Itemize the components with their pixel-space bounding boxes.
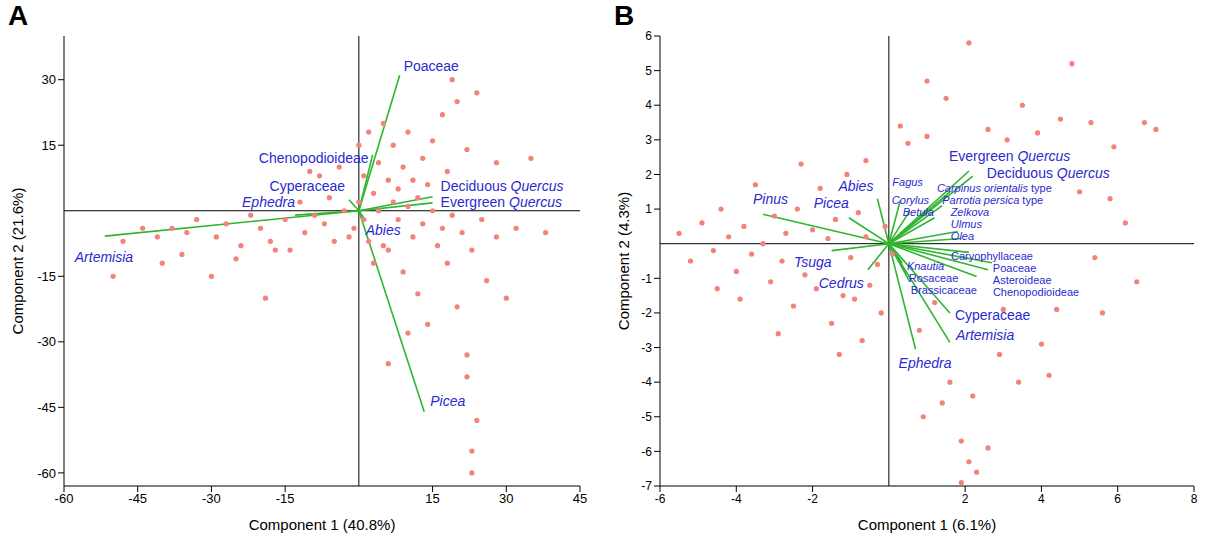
- svg-text:Tsuga: Tsuga: [794, 254, 832, 270]
- svg-text:-45: -45: [37, 400, 56, 415]
- svg-text:-2: -2: [807, 492, 818, 506]
- svg-text:Chenopodioideae: Chenopodioideae: [259, 150, 369, 166]
- svg-text:Fagus: Fagus: [892, 176, 923, 188]
- svg-text:Picea: Picea: [814, 195, 849, 211]
- svg-text:Ulmus: Ulmus: [951, 218, 983, 230]
- svg-text:Poaceae: Poaceae: [993, 262, 1036, 274]
- svg-text:Parrotia persica type: Parrotia persica type: [942, 194, 1043, 206]
- html-text:B: B: [614, 0, 635, 31]
- svg-text:8: 8: [1191, 492, 1198, 506]
- svg-text:Abies: Abies: [365, 222, 401, 238]
- html-text:A: A: [8, 0, 29, 31]
- svg-text:-5: -5: [641, 410, 652, 424]
- svg-text:Evergreen Quercus: Evergreen Quercus: [949, 148, 1070, 164]
- svg-text:-45: -45: [128, 491, 147, 506]
- svg-text:Artemisia: Artemisia: [74, 249, 134, 265]
- svg-text:Picea: Picea: [430, 393, 465, 409]
- svg-text:Ephedra: Ephedra: [242, 194, 295, 210]
- svg-text:Cedrus: Cedrus: [819, 275, 864, 291]
- svg-text:Asteroideae: Asteroideae: [993, 274, 1052, 286]
- svg-text:3: 3: [645, 133, 652, 147]
- svg-text:Caryophyllaceae: Caryophyllaceae: [951, 250, 1033, 262]
- svg-text:6: 6: [1114, 492, 1121, 506]
- svg-text:2: 2: [962, 492, 969, 506]
- svg-text:-30: -30: [202, 491, 221, 506]
- svg-text:Component 1 (6.1%): Component 1 (6.1%): [858, 516, 996, 533]
- svg-text:-4: -4: [641, 375, 652, 389]
- svg-text:Chenopodioideae: Chenopodioideae: [993, 286, 1079, 298]
- svg-text:-4: -4: [731, 492, 742, 506]
- svg-text:30: 30: [499, 491, 513, 506]
- svg-text:1: 1: [645, 202, 652, 216]
- svg-text:2: 2: [645, 168, 652, 182]
- svg-text:Brassicaceae: Brassicaceae: [911, 284, 977, 296]
- svg-text:Deciduous Quercus: Deciduous Quercus: [987, 165, 1110, 181]
- svg-text:-3: -3: [641, 341, 652, 355]
- svg-text:15: 15: [425, 491, 439, 506]
- svg-text:Betula: Betula: [903, 206, 934, 218]
- svg-text:-30: -30: [37, 334, 56, 349]
- svg-text:Abies: Abies: [837, 178, 873, 194]
- svg-text:-1: -1: [641, 272, 652, 286]
- svg-text:Component 1 (40.8%): Component 1 (40.8%): [249, 516, 396, 533]
- svg-text:45: 45: [573, 491, 587, 506]
- svg-text:Olea: Olea: [951, 230, 974, 242]
- svg-text:4: 4: [1038, 492, 1045, 506]
- svg-text:-15: -15: [276, 491, 295, 506]
- svg-text:4: 4: [645, 98, 652, 112]
- svg-text:-6: -6: [655, 492, 666, 506]
- svg-text:5: 5: [645, 64, 652, 78]
- svg-text:Cyperaceae: Cyperaceae: [955, 307, 1031, 323]
- svg-text:Poaceae: Poaceae: [404, 58, 459, 74]
- svg-text:6: 6: [645, 29, 652, 43]
- svg-text:15: 15: [42, 138, 56, 153]
- svg-text:-60: -60: [37, 466, 56, 481]
- svg-text:30: 30: [42, 72, 56, 87]
- svg-text:Cyperaceae: Cyperaceae: [270, 178, 346, 194]
- svg-text:-60: -60: [55, 491, 74, 506]
- svg-text:Component 2 (4.3%): Component 2 (4.3%): [615, 192, 632, 330]
- svg-text:Ephedra: Ephedra: [899, 355, 952, 371]
- svg-text:Evergreen Quercus: Evergreen Quercus: [441, 194, 562, 210]
- svg-text:Deciduous Quercus: Deciduous Quercus: [441, 178, 564, 194]
- svg-text:Rosaceae: Rosaceae: [909, 272, 959, 284]
- svg-text:Zelkova: Zelkova: [950, 206, 990, 218]
- svg-text:Knautia: Knautia: [907, 260, 944, 272]
- svg-text:Component 2 (21.6%): Component 2 (21.6%): [9, 188, 26, 335]
- svg-text:-6: -6: [641, 445, 652, 459]
- svg-text:Corylus: Corylus: [892, 194, 930, 206]
- svg-text:-2: -2: [641, 306, 652, 320]
- svg-text:-15: -15: [37, 269, 56, 284]
- svg-text:Carpinus orientalis type: Carpinus orientalis type: [937, 182, 1052, 194]
- svg-text:-7: -7: [641, 479, 652, 493]
- svg-text:Artemisia: Artemisia: [955, 327, 1015, 343]
- svg-text:Pinus: Pinus: [753, 191, 788, 207]
